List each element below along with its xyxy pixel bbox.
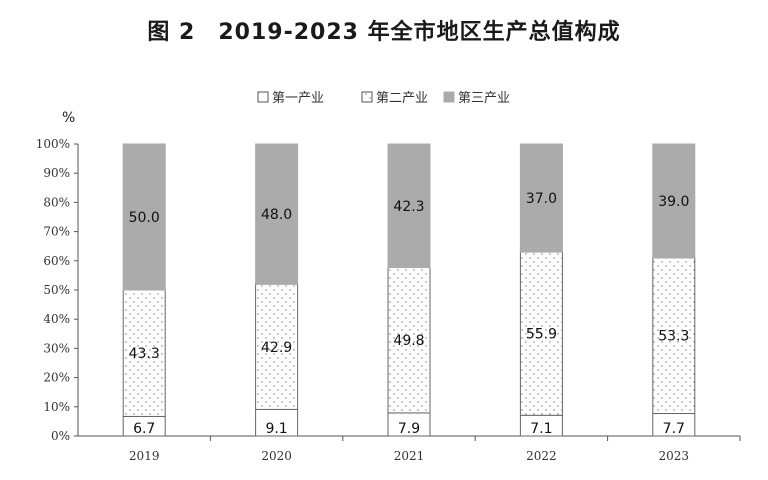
data-label: 49.8 <box>393 333 424 349</box>
legend-label: 第三产业 <box>458 91 510 106</box>
data-label: 50.0 <box>129 210 160 226</box>
y-tick-label: 50% <box>43 283 70 297</box>
bar-segment <box>652 257 696 415</box>
x-tick-label: 2019 <box>129 449 160 463</box>
data-label: 7.1 <box>530 421 552 437</box>
legend: 第一产业 第二产业 第三产业 <box>257 91 510 106</box>
bar-segment <box>519 251 563 416</box>
data-label: 53.3 <box>658 329 689 345</box>
data-label: 42.9 <box>261 340 292 356</box>
x-tick-label: 2023 <box>659 449 690 463</box>
data-label: 7.7 <box>663 421 685 437</box>
y-tick-label: 80% <box>43 195 70 209</box>
y-tick-label: 20% <box>43 371 70 385</box>
data-label: 48.0 <box>261 207 292 223</box>
y-tick-label: 100% <box>36 137 70 151</box>
legend-swatch <box>361 91 373 103</box>
bar-segment <box>255 143 299 285</box>
data-label: 9.1 <box>265 421 287 437</box>
y-tick-label: 60% <box>43 254 70 268</box>
legend-label: 第二产业 <box>376 91 428 106</box>
bar-segment <box>122 143 166 291</box>
x-tick-label: 2020 <box>261 449 292 463</box>
chart-title: 图 2 2019-2023 年全市地区生产总值构成 <box>147 20 621 45</box>
data-label: 42.3 <box>393 199 424 215</box>
y-tick-label: 90% <box>43 166 70 180</box>
data-label: 39.0 <box>658 194 689 210</box>
bar-segment <box>122 289 166 417</box>
x-tick-label: 2021 <box>394 449 425 463</box>
y-tick-label: 70% <box>43 225 70 239</box>
bar-segment <box>255 283 299 410</box>
y-axis-unit: % <box>62 110 75 126</box>
bar-segment <box>652 143 696 259</box>
y-tick-label: 30% <box>43 341 70 355</box>
y-tick-label: 40% <box>43 312 70 326</box>
legend-swatch <box>443 91 455 103</box>
data-label: 55.9 <box>526 327 557 343</box>
bar-segment <box>519 143 563 253</box>
data-label: 37.0 <box>526 191 557 207</box>
bar-segment <box>387 267 431 414</box>
data-label: 6.7 <box>133 421 155 437</box>
y-tick-label: 0% <box>51 429 70 443</box>
data-label: 7.9 <box>398 421 420 437</box>
y-tick-label: 10% <box>43 400 70 414</box>
data-label: 43.3 <box>129 346 160 362</box>
x-tick-label: 2022 <box>526 449 557 463</box>
legend-swatch <box>257 91 269 103</box>
legend-label: 第一产业 <box>272 91 324 106</box>
bars <box>122 143 696 437</box>
bar-segment <box>387 143 431 269</box>
data-labels: 6.7 43.3 50.0 9.1 42.9 48.0 7.9 49.8 42.3 7.1 55.9… <box>129 191 690 437</box>
